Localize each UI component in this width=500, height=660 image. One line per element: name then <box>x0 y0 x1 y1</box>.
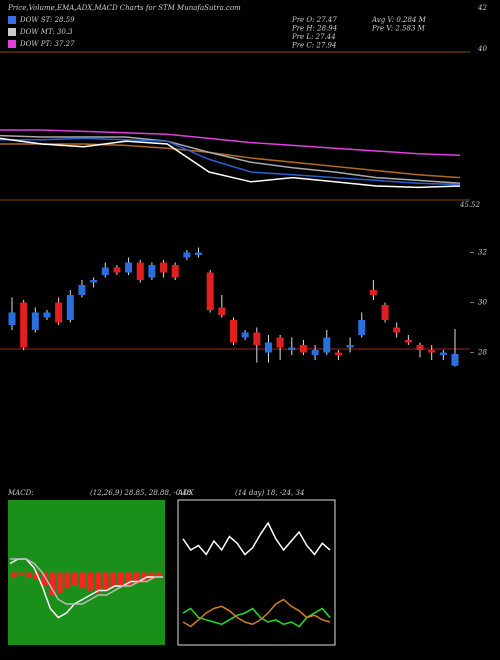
histogram-bar <box>11 572 17 577</box>
histogram-bar <box>148 572 155 580</box>
candle-body <box>439 352 447 355</box>
histogram-bar <box>133 572 140 584</box>
candle-body <box>416 345 424 350</box>
histogram-bar <box>33 572 40 580</box>
candle-body <box>253 332 261 345</box>
series-line <box>182 607 331 628</box>
histogram-bar <box>95 572 101 593</box>
candle-body <box>148 265 156 278</box>
candle-body <box>381 305 389 320</box>
annotation: 45.52 <box>459 201 481 209</box>
candle-body <box>55 302 63 323</box>
candle-body <box>183 252 191 258</box>
title: Price,Volume,EMA,ADX,MACD Charts for STM… <box>7 4 241 12</box>
candle-body <box>171 265 179 278</box>
top-right-label: 42 <box>477 4 487 12</box>
candle-body <box>358 320 366 335</box>
candle-body <box>125 262 133 273</box>
candle-body <box>334 352 342 355</box>
candle-body <box>346 345 354 348</box>
stat: Avg V: 0.284 M <box>371 16 427 24</box>
candle-body <box>20 302 28 348</box>
candle-body <box>218 307 226 315</box>
legend-label: DOW PT: 37.27 <box>19 40 75 48</box>
candle-body <box>428 350 436 353</box>
legend-swatch <box>8 28 16 36</box>
histogram-bar <box>125 572 132 586</box>
candle-body <box>160 262 168 273</box>
y-tick-label: 30 <box>478 299 487 307</box>
series-line <box>182 521 331 556</box>
mid-right-label: 40 <box>477 45 487 53</box>
legend-label: DOW ST: 28.59 <box>19 16 75 24</box>
candle-body <box>369 290 377 295</box>
candle-body <box>264 342 272 353</box>
series-line <box>0 137 461 189</box>
histogram-bar <box>18 572 25 575</box>
stat: Pre L: 27.44 <box>291 33 336 41</box>
histogram-bar <box>41 572 48 586</box>
stat: Pre H: 28.94 <box>291 25 337 33</box>
stat: Pre V: 2.583 M <box>371 25 426 33</box>
stat: Pre C: 27.94 <box>291 42 336 50</box>
legend-swatch <box>8 16 16 24</box>
candle-body <box>241 332 249 338</box>
adx-panel <box>177 499 336 646</box>
candle-body <box>311 350 319 355</box>
candle-body <box>136 262 144 280</box>
candle-body <box>206 272 214 310</box>
histogram-bar <box>56 572 63 593</box>
candle-body <box>8 312 16 325</box>
candle-body <box>101 267 109 275</box>
histogram-bar <box>79 572 86 589</box>
candle-body <box>299 345 307 353</box>
series-line <box>0 129 461 156</box>
candle-body <box>451 354 459 366</box>
candle-body <box>195 252 203 255</box>
histogram-bar <box>87 572 94 591</box>
histogram-bar <box>49 572 55 595</box>
legend-swatch <box>8 40 16 48</box>
candle-body <box>31 312 39 330</box>
candle-body <box>43 312 51 318</box>
y-tick-label: 32 <box>478 249 487 257</box>
y-tick-label: 28 <box>477 349 487 357</box>
candle-body <box>323 337 331 353</box>
candle-body <box>113 267 121 273</box>
candle-body <box>404 340 412 343</box>
histogram-bar <box>118 572 124 586</box>
series-line <box>0 134 461 184</box>
histogram-bar <box>26 572 32 577</box>
series-line <box>182 598 331 628</box>
panel-label: MACD: <box>7 489 34 497</box>
histogram-bar <box>141 572 147 582</box>
candle-body <box>276 337 284 348</box>
candle-body <box>393 327 401 333</box>
histogram-bar <box>72 572 78 586</box>
stat: Pre O: 27.47 <box>291 16 337 24</box>
candle-body <box>78 285 86 295</box>
series-line <box>0 137 461 186</box>
legend-label: DOW MT: 30.3 <box>19 28 73 36</box>
panel-params: (12,26,9) 28.85, 28.88, -0.48 <box>90 489 192 497</box>
series-line <box>0 143 461 179</box>
histogram-bar <box>110 572 117 589</box>
candle-body <box>230 320 237 343</box>
candle-body <box>90 280 98 283</box>
candle-body <box>66 295 74 320</box>
histogram-bar <box>156 572 162 577</box>
histogram-bar <box>64 572 71 589</box>
panel-label: ADX <box>177 489 195 497</box>
panel-params: (14 day) 18, -24, 34 <box>235 489 304 497</box>
candle-body <box>288 347 296 350</box>
series-line <box>10 558 163 605</box>
histogram-bar <box>102 572 109 591</box>
